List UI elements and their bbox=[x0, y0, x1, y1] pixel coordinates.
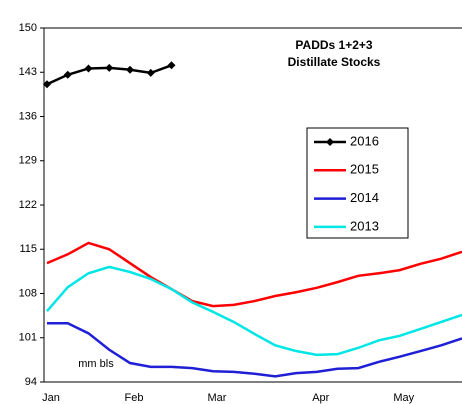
x-tick-label: Apr bbox=[312, 392, 329, 404]
legend-label: 2015 bbox=[350, 162, 379, 177]
y-tick-label: 108 bbox=[19, 287, 37, 299]
legend-label: 2014 bbox=[350, 190, 379, 205]
y-tick-label: 143 bbox=[19, 66, 37, 78]
y-tick-label: 136 bbox=[19, 110, 37, 122]
point bbox=[43, 80, 51, 89]
y-tick-label: 150 bbox=[19, 22, 37, 34]
point bbox=[63, 70, 72, 79]
y-tick-label: 129 bbox=[19, 155, 37, 167]
annotation: Distillate Stocks bbox=[288, 55, 381, 69]
x-tick-label: Feb bbox=[125, 392, 144, 404]
legend-box bbox=[306, 127, 409, 239]
point bbox=[105, 63, 114, 72]
y-tick-label: 101 bbox=[19, 332, 37, 344]
x-tick-label: May bbox=[393, 392, 414, 404]
annotation: mm bls bbox=[78, 358, 114, 370]
series-line bbox=[46, 265, 462, 357]
legend-label: 2016 bbox=[350, 133, 379, 148]
series-line bbox=[46, 241, 462, 308]
point bbox=[84, 64, 93, 73]
legend-label: 2013 bbox=[350, 218, 379, 233]
point bbox=[167, 61, 176, 70]
y-tick-label: 94 bbox=[25, 376, 37, 388]
legend-marker bbox=[326, 138, 334, 146]
annotation: PADDs 1+2+3 bbox=[295, 38, 372, 52]
x-tick-label: Mar bbox=[208, 392, 227, 404]
y-tick-label: 122 bbox=[19, 199, 37, 211]
point bbox=[146, 68, 155, 77]
y-tick-label: 115 bbox=[19, 243, 37, 255]
x-tick-label: Jan bbox=[42, 392, 60, 404]
point bbox=[126, 65, 134, 74]
series-line bbox=[47, 321, 462, 378]
